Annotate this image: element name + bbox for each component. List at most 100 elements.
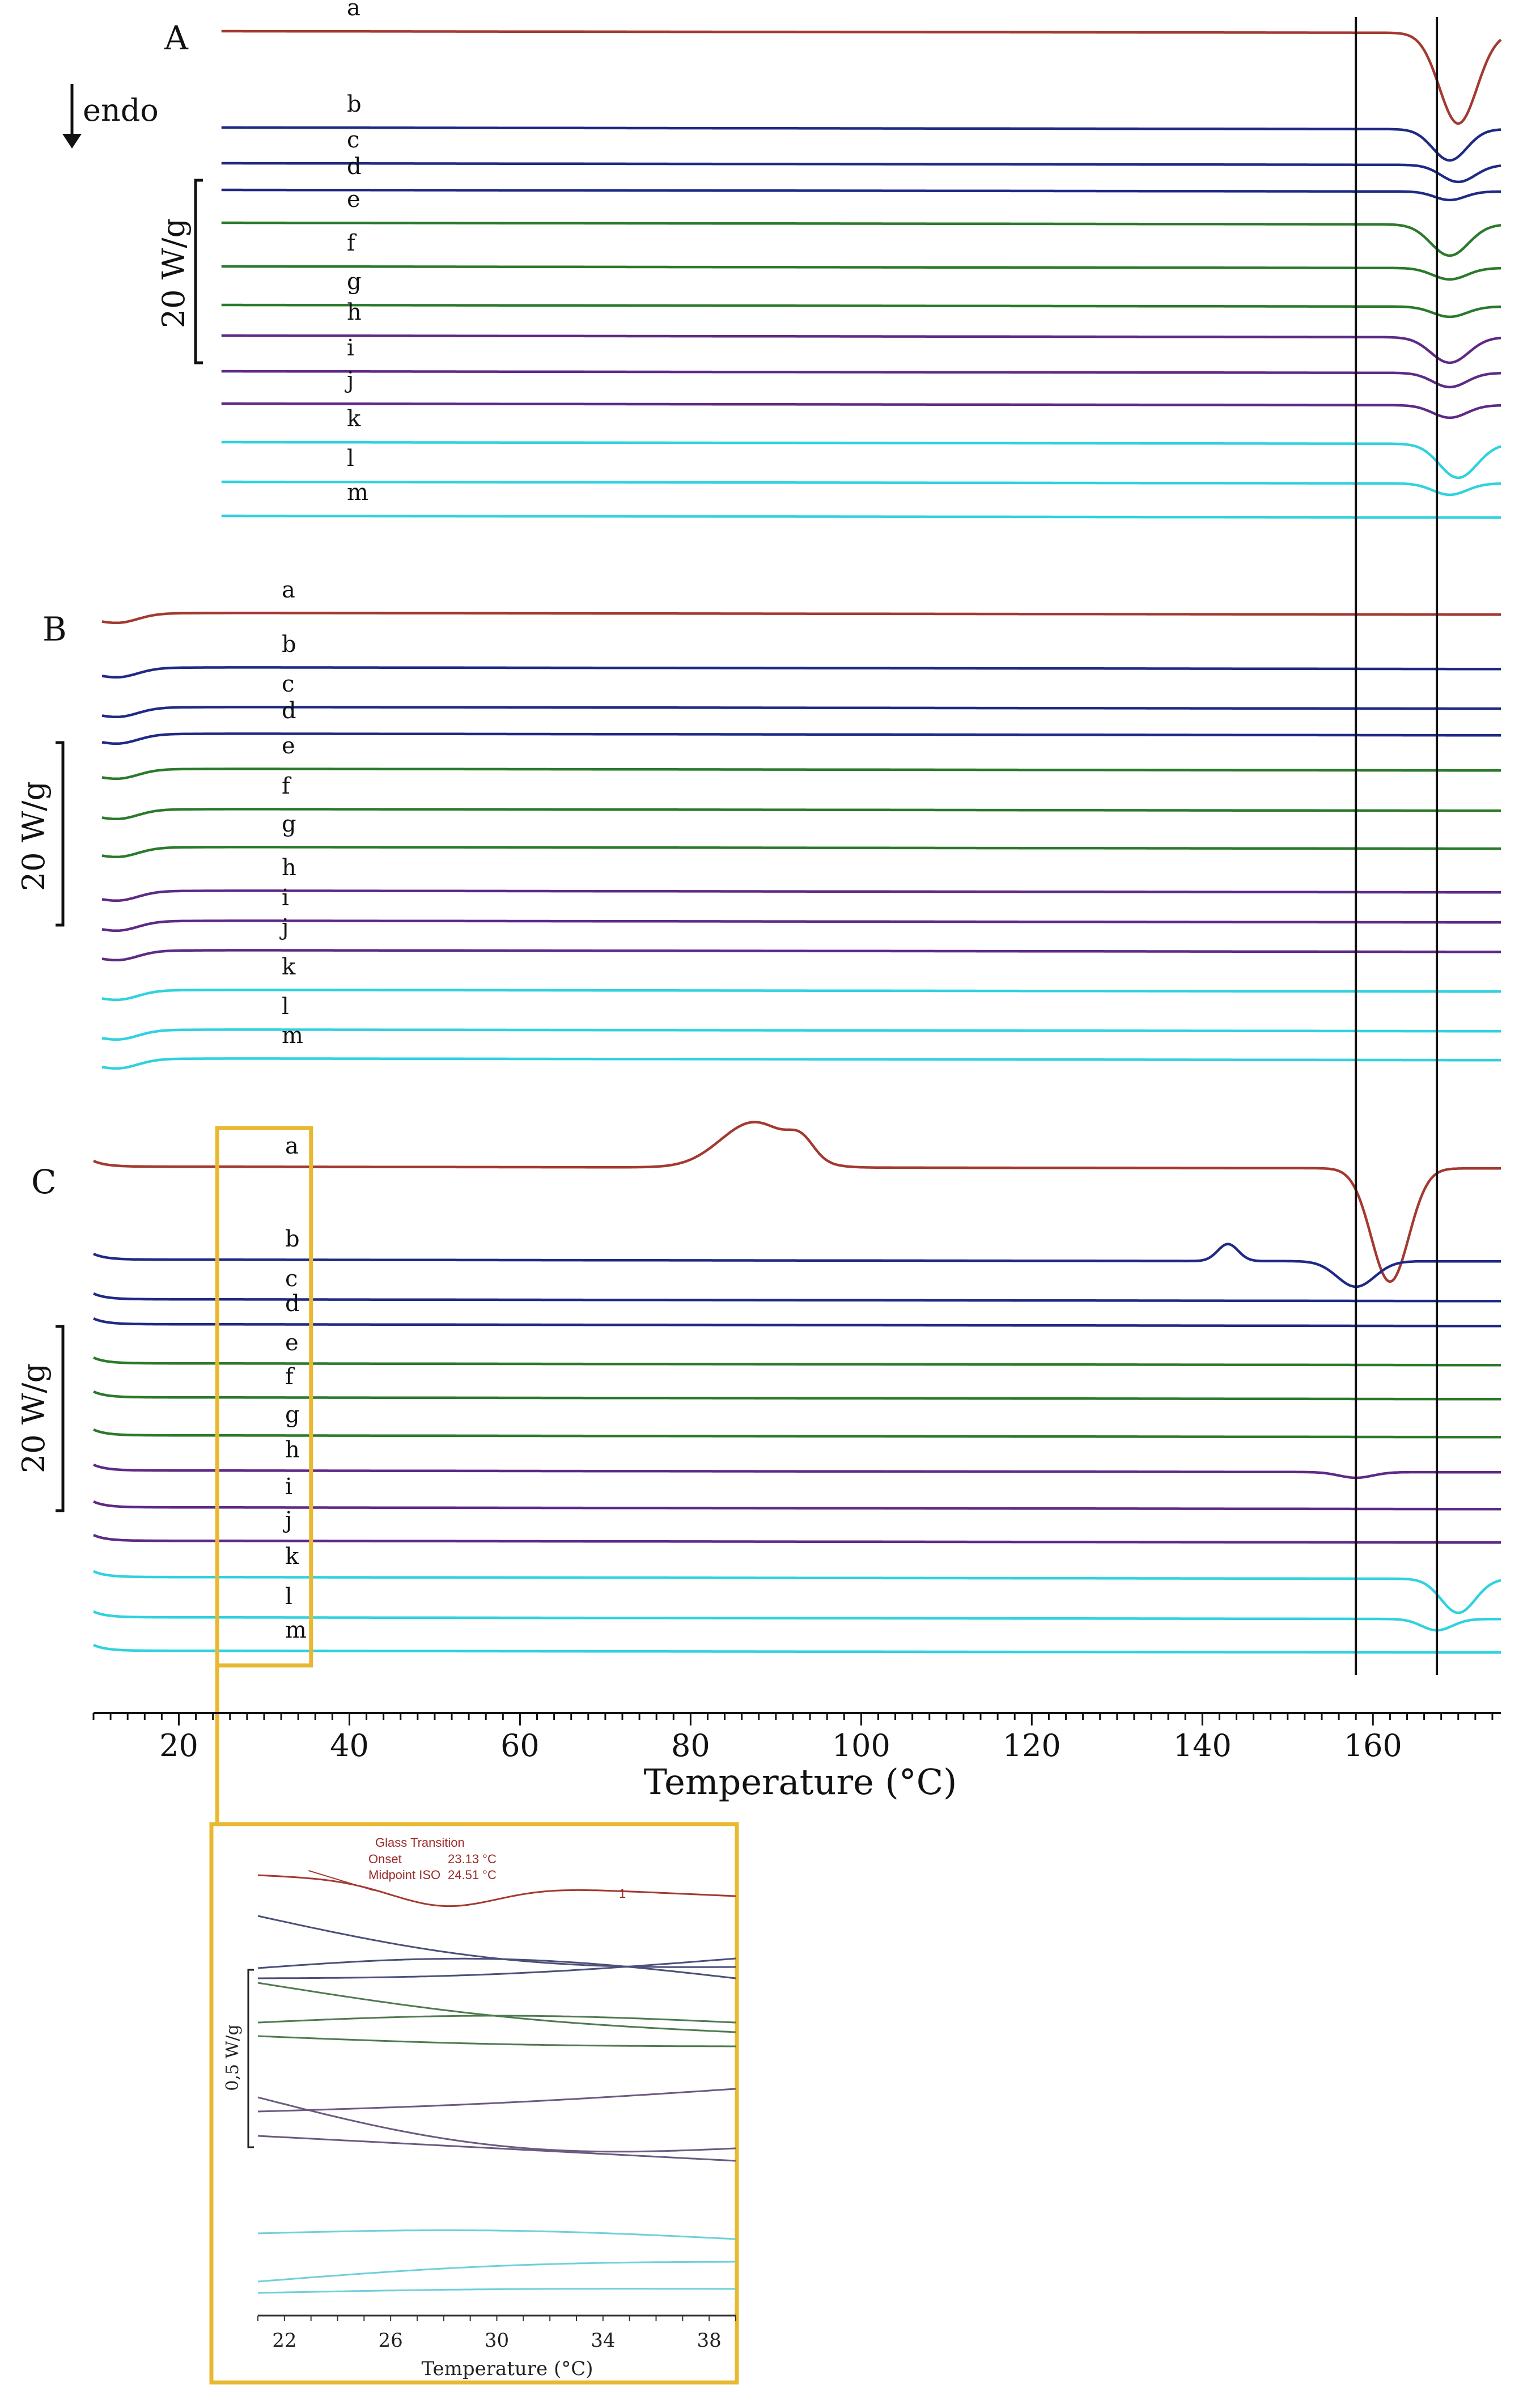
curve-panel-b-l [101,1028,1501,1041]
scale-bar-c: 20 W/g [16,1325,65,1512]
panel-label-c: C [31,1163,56,1201]
curve-label-b-j: j [279,914,289,940]
curve-panel-b-i [101,919,1501,932]
curve-label-a-c: c [347,127,359,153]
curve-label-a-h: h [347,299,362,325]
x-tick-label: 60 [500,1728,540,1763]
inset-curve-marker: 1 [619,1886,626,1901]
curve-label-a-f: f [347,230,357,256]
inset-x-tick-label: 38 [697,2329,722,2352]
curve-label-b-d: d [282,698,296,724]
curve-panel-c-f [93,1390,1501,1401]
curve-panel-a-e [221,221,1501,257]
curve-panel-b-c [101,706,1501,719]
curve-panel-c-c [93,1292,1501,1303]
curve-panel-c-h [93,1463,1501,1479]
inset-annotation-title: Glass Transition [375,1835,465,1850]
curve-panel-b-d [101,732,1501,745]
inset-scale-bar-label: 0,5 W/g [223,2024,243,2091]
inset-scale-bar: 0,5 W/g [223,1969,254,2148]
inset-onset-value: 23.13 °C [448,1852,497,1866]
curve-panel-a-g [221,303,1501,319]
curve-label-b-m: m [282,1023,303,1049]
x-axis-title: Temperature (°C) [644,1761,957,1803]
inset-curve-1 [257,1874,736,1907]
curve-label-c-h: h [285,1437,300,1463]
x-tick-label: 80 [671,1728,710,1763]
x-tick-label: 160 [1344,1728,1402,1763]
x-tick-label: 20 [159,1728,198,1763]
curve-label-a-e: e [347,186,360,213]
curve-label-c-l: l [285,1584,292,1610]
curve-label-a-l: l [347,446,354,472]
panel-label-b: B [43,610,67,648]
curve-label-b-l: l [282,994,289,1020]
curve-panel-c-k [93,1570,1501,1614]
curve-label-c-c: c [285,1266,298,1292]
curve-label-b-e: e [282,733,295,759]
scale-bar-a-label: 20 W/g [156,218,192,328]
curve-panel-a-k [221,440,1501,480]
curve-panel-a-i [221,370,1501,389]
inset-x-tick-label: 26 [379,2329,403,2352]
curve-label-c-b: b [285,1226,300,1252]
curve-label-b-f: f [282,773,292,799]
scale-bar-a: 20 W/g [156,179,203,364]
inset-curve-9 [257,2096,736,2153]
curve-label-a-g: g [347,269,362,295]
curve-panel-a-h [221,334,1501,364]
curve-panel-c-i [93,1500,1501,1511]
curve-label-c-m: m [285,1617,307,1643]
curve-label-a-b: b [347,91,362,117]
inset-curves [257,1870,736,2294]
curve-panel-c-b [93,1243,1501,1288]
curves-layer [93,17,1502,1824]
scale-bar-b: 20 W/g [16,741,65,927]
curve-panel-c-a [93,1121,1501,1283]
inset-x-tick-label: 22 [272,2329,296,2352]
inset-curve-6 [257,2015,736,2024]
x-axis: 20 40 60 80 100 120 140 160 [92,1712,1501,1763]
curve-panel-c-m [93,1643,1501,1654]
curve-panel-a-d [221,188,1501,202]
inset-x-tick-label: 34 [591,2329,615,2352]
curve-panel-c-d [93,1317,1501,1328]
curve-label-c-k: k [285,1544,299,1570]
curve-panel-c-l [93,1610,1501,1632]
curve-panel-a-f [221,265,1501,281]
curve-label-c-e: e [285,1330,299,1356]
zoom-box [215,1126,313,1668]
inset-curve-4 [258,1957,736,1979]
curve-label-c-d: d [285,1291,300,1317]
curve-panel-b-f [101,808,1501,821]
curve-label-c-a: a [285,1133,299,1159]
scale-bar-c-label: 20 W/g [16,1363,52,1473]
curve-panel-c-g [93,1428,1501,1439]
inset: 22 26 30 34 38 Temperature (°C) 0,5 W/g Glas… [209,1822,739,2385]
inset-curve-7 [257,2035,736,2047]
curve-panel-a-c [221,162,1501,184]
curve-panel-a-b [221,126,1501,162]
endo-indicator: endo [62,84,159,149]
inset-curve-8 [257,2088,736,2113]
curve-label-c-g: g [285,1402,300,1428]
curve-label-a-j: j [345,367,354,393]
curve-label-a-i: i [347,335,354,361]
inset-curve-12 [257,2261,736,2283]
inset-midpoint-label: Midpoint ISO [368,1868,440,1882]
inset-midpoint-value: 24.51 °C [448,1868,497,1882]
curve-label-b-i: i [282,885,289,911]
curve-panel-b-e [101,768,1501,781]
inset-curve-11 [257,2229,736,2240]
curve-label-b-c: c [282,671,294,697]
endo-arrowhead-icon [62,134,82,149]
curve-label-b-b: b [282,631,296,658]
curve-label-c-j: j [283,1507,292,1533]
endo-label: endo [83,92,159,128]
inset-curve-3 [257,1957,736,1979]
inset-tangent-line [308,1870,374,1891]
curve-panel-b-h [101,889,1501,902]
curve-panel-c-e [93,1356,1501,1367]
curve-label-b-a: a [282,577,295,603]
